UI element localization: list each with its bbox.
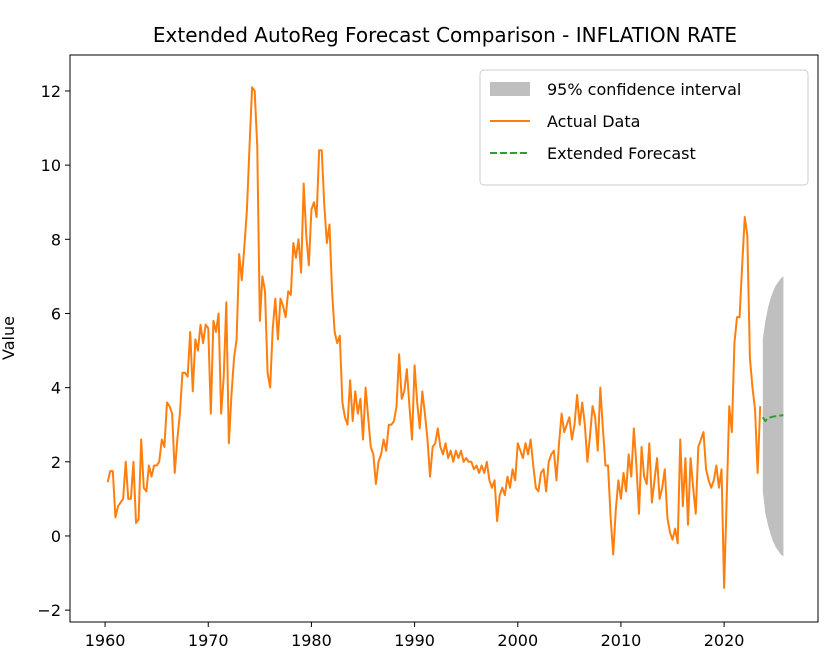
y-tick-label: 12 — [41, 82, 61, 101]
data-line — [106, 86, 762, 589]
x-tick-label: 2010 — [601, 631, 642, 650]
legend-box — [479, 69, 809, 186]
x-tick-label: 1980 — [291, 631, 332, 650]
y-tick-label: 2 — [51, 453, 61, 472]
plot-area — [106, 86, 784, 589]
x-tick-label: 2020 — [704, 631, 745, 650]
y-tick-label: 6 — [51, 304, 61, 323]
y-tick-label: 10 — [41, 156, 61, 175]
y-tick-label: 8 — [51, 230, 61, 249]
y-tick-label: 0 — [51, 527, 61, 546]
y-tick-label: 4 — [51, 379, 61, 398]
legend-label: Extended Forecast — [547, 144, 696, 163]
legend-swatch — [490, 82, 530, 96]
chart-title: Extended AutoReg Forecast Comparison - I… — [153, 23, 737, 47]
y-tick-label: −2 — [37, 601, 61, 620]
x-tick-label: 1970 — [188, 631, 229, 650]
y-axis-label: Value — [0, 316, 18, 360]
data-line — [761, 414, 784, 423]
legend-label: 95% confidence interval — [547, 80, 741, 99]
axes-frame — [69, 54, 819, 623]
legend: 95% confidence interval Actual Data Extend… — [479, 69, 809, 186]
x-tick-label: 1960 — [85, 631, 126, 650]
x-tick-label: 2000 — [497, 631, 538, 650]
x-tick-label: 1990 — [394, 631, 435, 650]
legend-label: Actual Data — [547, 112, 640, 131]
